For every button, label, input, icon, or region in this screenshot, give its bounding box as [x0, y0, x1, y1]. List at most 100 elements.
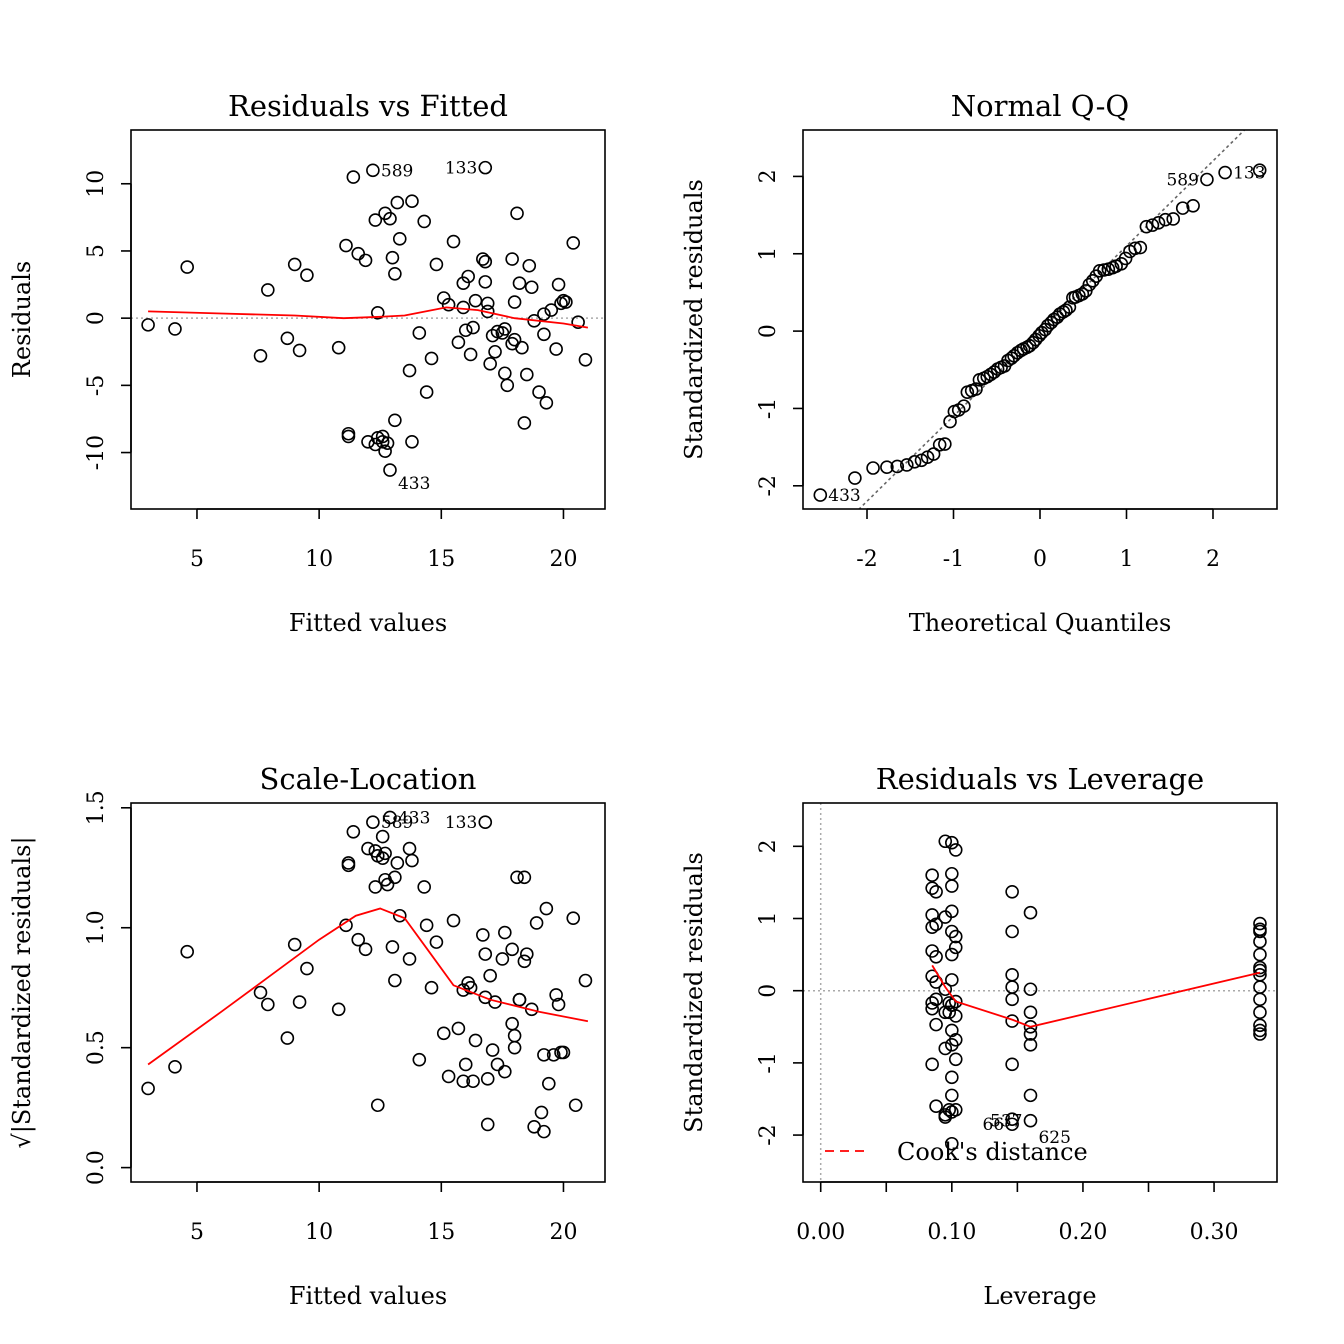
sl-point	[366, 815, 380, 829]
sl-point	[346, 824, 361, 839]
qq-point	[980, 369, 995, 384]
rvl-point	[945, 973, 959, 987]
rvl-point-label: 537	[990, 1112, 1022, 1132]
sl-point	[507, 1028, 522, 1043]
sl-point	[417, 880, 431, 894]
rvl-point	[1005, 1057, 1019, 1072]
sl-point	[180, 944, 194, 959]
rvf-point	[551, 277, 566, 292]
rvf-smooth-line	[148, 306, 589, 329]
rvf-point	[168, 322, 182, 336]
rvl-point	[945, 1070, 959, 1085]
sl-point	[566, 911, 581, 925]
qq-point-label: 133	[1233, 164, 1265, 184]
sl-point	[505, 942, 519, 957]
rvl-point	[1005, 992, 1019, 1007]
rvl-point	[945, 835, 959, 850]
rvl-y-tick-label: -1	[756, 1052, 781, 1073]
rvf-point	[436, 291, 451, 305]
rvf-point	[261, 283, 275, 297]
rvf-point	[405, 435, 419, 449]
sl-point	[466, 1074, 480, 1089]
rvl-point	[1023, 1005, 1038, 1020]
sl-point	[375, 829, 390, 844]
sl-point	[537, 1048, 551, 1062]
rvf-point	[507, 332, 522, 347]
rvl-point	[1005, 980, 1019, 994]
sl-point	[490, 1057, 505, 1072]
sl-point	[436, 1026, 451, 1041]
sl-x-tick-label: 5	[190, 1220, 204, 1245]
rvf-point	[180, 260, 194, 274]
rvf-point	[478, 160, 493, 175]
rvl-point	[929, 1017, 943, 1032]
rvf-point	[380, 436, 395, 450]
sl-smooth-line	[147, 907, 589, 1066]
rvf-point	[388, 413, 402, 428]
sl-point	[392, 908, 407, 923]
rvf-point	[456, 276, 471, 291]
rvf-point	[500, 378, 515, 393]
rvf-point	[478, 275, 493, 289]
rvf-point	[515, 340, 529, 355]
sl-point	[458, 1057, 473, 1072]
qq-panel: Normal Q-Q 589 133 433 -2 -1 0 1 2 -2 -1 0 1 2 Theoret…	[680, 89, 1278, 637]
rvl-plot-frame	[802, 802, 1278, 1183]
sl-x-tick-label: 10	[305, 1220, 333, 1245]
sl-point	[505, 1016, 519, 1031]
rvl-y-tick-label: -2	[756, 1124, 781, 1145]
rvl-point	[945, 947, 959, 962]
qq-point	[1186, 199, 1200, 213]
sl-x-tick-label: 20	[549, 1220, 577, 1245]
sl-point	[424, 980, 439, 995]
rvf-point	[468, 293, 483, 308]
rvf-point	[388, 267, 402, 281]
rvf-point	[451, 335, 466, 350]
rvl-point-label: 625	[1038, 1128, 1070, 1148]
rvl-point	[929, 992, 943, 1007]
qq-point	[1158, 212, 1173, 227]
rvf-point	[429, 257, 444, 272]
rvl-point	[925, 996, 939, 1010]
rvl-point	[1005, 968, 1019, 982]
rvf-panel: Residuals vs Fitted 589 133 433 5 10 15 20 -10 -5…	[8, 89, 606, 637]
rvf-y-tick-label: 5	[84, 244, 109, 258]
qq-point	[1145, 218, 1160, 232]
rvl-point	[948, 994, 963, 1009]
sl-point	[380, 877, 395, 892]
sl-point-label: 133	[445, 813, 477, 833]
rvl-point	[929, 949, 943, 964]
rvf-point	[378, 444, 392, 459]
rvf-y-tick-label: 0	[84, 311, 109, 325]
rvl-x-axis-label: Leverage	[983, 1282, 1096, 1310]
rvl-point	[948, 1032, 963, 1047]
sl-point	[498, 925, 512, 940]
sl-point	[556, 1045, 571, 1060]
sl-point	[483, 968, 497, 983]
rvf-x-tick-label: 5	[190, 547, 204, 572]
sl-point	[331, 1002, 346, 1017]
qq-x-tick-label: 0	[1033, 547, 1047, 572]
rvf-point	[507, 295, 522, 309]
qq-point	[957, 399, 971, 413]
sl-point	[578, 973, 593, 988]
rvl-point	[948, 1052, 963, 1067]
rvf-point	[549, 342, 563, 356]
sl-point	[429, 935, 444, 949]
rvf-title: Residuals vs Fitted	[228, 89, 508, 123]
qq-x-tick-label: -2	[856, 547, 877, 572]
rvf-point	[512, 276, 527, 291]
rvf-point	[300, 268, 314, 282]
qq-y-tick-label: 2	[756, 169, 781, 183]
rvl-point	[1253, 947, 1267, 962]
sl-point	[498, 1064, 512, 1079]
sl-point	[529, 916, 544, 930]
sl-point	[551, 997, 566, 1012]
rvl-x-tick-label: 0.00	[796, 1220, 845, 1245]
rvl-point	[945, 1136, 959, 1151]
sl-point	[361, 841, 375, 856]
sl-point	[253, 985, 268, 1000]
sl-point-label: 589	[381, 813, 413, 833]
rvl-point	[1023, 1113, 1038, 1128]
